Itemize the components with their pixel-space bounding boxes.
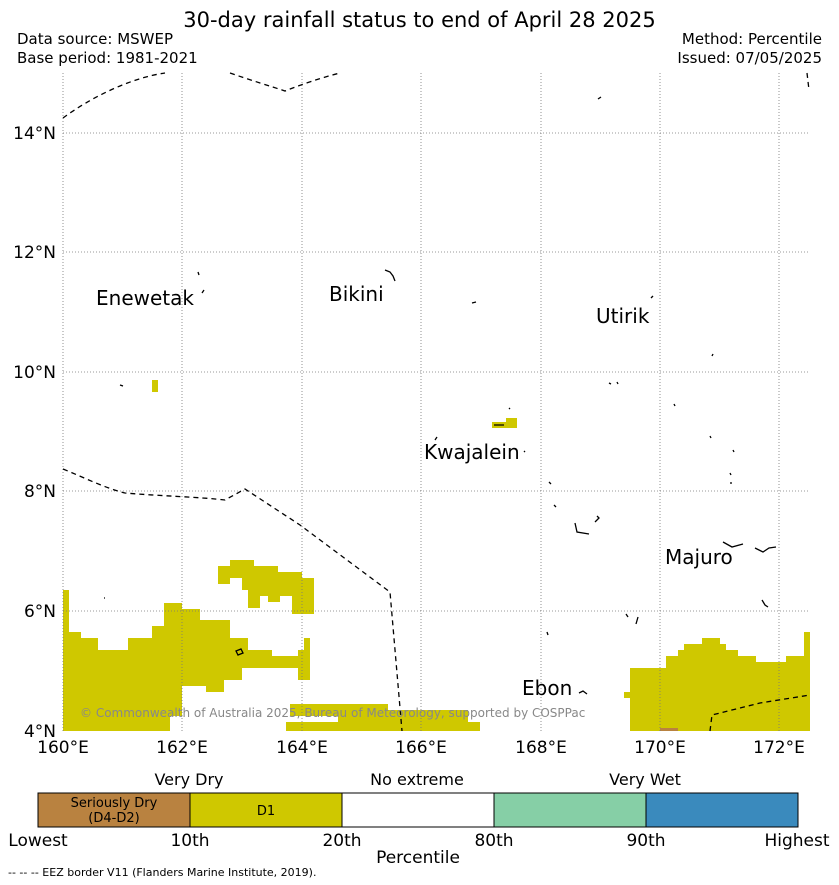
island-utirik xyxy=(650,295,654,299)
place-labels: Enewetak Bikini Utirik Kwajalein Majuro … xyxy=(96,282,733,700)
island-misc-5 xyxy=(608,381,619,385)
lon-label: 162°E xyxy=(156,738,208,758)
d1-region-east xyxy=(624,632,810,731)
island-enewetak xyxy=(197,271,205,294)
lat-labels: 14°N 12°N 10°N 8°N 6°N 4°N xyxy=(13,124,56,742)
place-label-ebon: Ebon xyxy=(522,676,572,700)
legend-tick: 90th xyxy=(626,831,665,851)
legend-group-very-wet: Very Wet xyxy=(609,770,681,789)
legend-box-no-extreme xyxy=(341,792,495,828)
place-label-kwajalein: Kwajalein xyxy=(424,440,520,464)
lon-label: 170°E xyxy=(634,738,686,758)
lon-label: 164°E xyxy=(276,738,328,758)
d1-region-south xyxy=(282,704,480,731)
place-label-bikini: Bikini xyxy=(329,282,384,306)
island-misc-7 xyxy=(709,435,735,484)
islands xyxy=(104,96,777,695)
legend-tick: Lowest xyxy=(8,831,68,851)
base-period: Base period: 1981-2021 xyxy=(17,49,198,67)
island-misc-2 xyxy=(471,301,477,304)
legend-box-label-d1: D1 xyxy=(257,804,275,819)
footnote: -- -- -- EEZ border V11 (Flanders Marine… xyxy=(8,866,317,879)
d1-patch-islet-b xyxy=(506,418,517,428)
legend-tick: 80th xyxy=(474,831,513,851)
island-misc-14 xyxy=(235,648,244,656)
seriously-dry-cell xyxy=(660,728,678,731)
method: Method: Percentile xyxy=(681,30,822,48)
place-label-utirik: Utirik xyxy=(596,304,650,328)
d1-regions xyxy=(63,380,810,731)
island-misc-8 xyxy=(548,481,557,508)
lon-label: 160°E xyxy=(37,738,89,758)
lat-label: 14°N xyxy=(13,124,56,144)
legend-tick: 20th xyxy=(322,831,361,851)
legend-tick: 10th xyxy=(170,831,209,851)
data-source: Data source: MSWEP xyxy=(17,30,174,48)
legend-ticks: Lowest 10th 20th 80th 90th Highest xyxy=(8,831,830,851)
eez-borders xyxy=(62,72,811,732)
meta-left: Data source: MSWEP Base period: 1981-202… xyxy=(17,30,198,68)
legend-box-highest xyxy=(645,792,799,828)
eez-border-west xyxy=(62,468,403,732)
island-misc-9 xyxy=(574,515,600,535)
eez-border-east xyxy=(806,72,810,91)
legend-box-label-seriously-dry: Seriously Dry (D4-D2) xyxy=(71,796,158,826)
island-misc-1 xyxy=(597,96,602,100)
legend-group-very-dry: Very Dry xyxy=(154,770,223,789)
island-misc-4 xyxy=(119,384,124,387)
island-misc-3 xyxy=(711,353,714,357)
issued-date: Issued: 07/05/2025 xyxy=(677,49,822,67)
lon-label: 172°E xyxy=(753,738,805,758)
island-majuro xyxy=(722,541,777,553)
island-ebon xyxy=(578,690,588,695)
meta-right: Method: Percentile Issued: 07/05/2025 xyxy=(677,30,822,68)
legend-axis-label: Percentile xyxy=(376,848,460,868)
copyright-note: © Commonwealth of Australia 2025, Bureau… xyxy=(80,706,585,720)
island-kwajalein xyxy=(434,407,526,453)
legend-box-very-wet xyxy=(493,792,647,828)
legend-box-seriously-dry xyxy=(37,792,191,828)
lat-label: 8°N xyxy=(24,482,56,502)
map-title: 30-day rainfall status to end of April 2… xyxy=(183,8,656,32)
island-misc-10 xyxy=(761,599,769,608)
legend-group-no-extreme: No extreme xyxy=(370,770,464,789)
island-misc-6 xyxy=(673,403,676,407)
lon-label: 168°E xyxy=(515,738,567,758)
d1-region-west xyxy=(63,590,310,731)
island-misc-11 xyxy=(625,613,639,625)
eez-border-north-2 xyxy=(229,72,341,92)
lat-label: 4°N xyxy=(24,722,56,742)
lat-label: 6°N xyxy=(24,602,56,622)
d1-region-north xyxy=(218,560,314,614)
place-label-enewetak: Enewetak xyxy=(96,286,194,310)
lon-labels: 160°E 162°E 164°E 166°E 168°E 170°E 172°… xyxy=(37,738,805,758)
eez-border-north xyxy=(62,72,166,119)
lon-label: 166°E xyxy=(395,738,447,758)
legend-box-d1 xyxy=(189,792,343,828)
d1-patch-islet-a xyxy=(152,380,158,392)
eez-border-southeast xyxy=(709,694,811,732)
legend: Very Dry No extreme Very Wet Seriously D… xyxy=(8,770,830,868)
island-bikini xyxy=(384,269,396,282)
place-label-majuro: Majuro xyxy=(665,545,733,569)
lat-label: 10°N xyxy=(13,363,56,383)
island-misc-12 xyxy=(546,631,549,636)
legend-tick: Highest xyxy=(764,831,829,851)
lat-label: 12°N xyxy=(13,243,56,263)
